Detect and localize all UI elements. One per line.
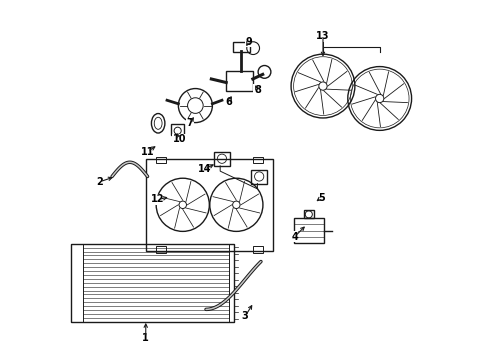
Text: 11: 11	[141, 147, 154, 157]
Bar	[304, 211, 314, 218]
Text: 3: 3	[242, 311, 248, 321]
Bar	[226, 71, 253, 91]
Text: 5: 5	[318, 193, 324, 203]
Bar	[72, 244, 234, 322]
Text: 8: 8	[254, 85, 261, 95]
Bar	[229, 244, 234, 322]
Bar	[156, 157, 166, 163]
Bar	[251, 170, 267, 184]
Bar	[214, 152, 230, 166]
Bar	[294, 218, 324, 243]
Bar	[172, 123, 184, 135]
Bar	[146, 159, 273, 251]
Bar	[156, 246, 166, 253]
Text: 12: 12	[151, 194, 165, 204]
Text: 9: 9	[245, 37, 252, 47]
Text: 2: 2	[97, 177, 103, 187]
Bar	[253, 246, 263, 253]
Text: 7: 7	[187, 118, 194, 128]
Text: 6: 6	[226, 97, 232, 107]
Bar	[233, 42, 249, 53]
Text: 1: 1	[143, 333, 149, 343]
Text: 14: 14	[197, 165, 211, 174]
Text: 10: 10	[172, 134, 186, 144]
Bar	[72, 244, 83, 322]
Text: 13: 13	[316, 31, 330, 41]
Text: 4: 4	[291, 232, 298, 242]
Bar	[253, 157, 263, 163]
